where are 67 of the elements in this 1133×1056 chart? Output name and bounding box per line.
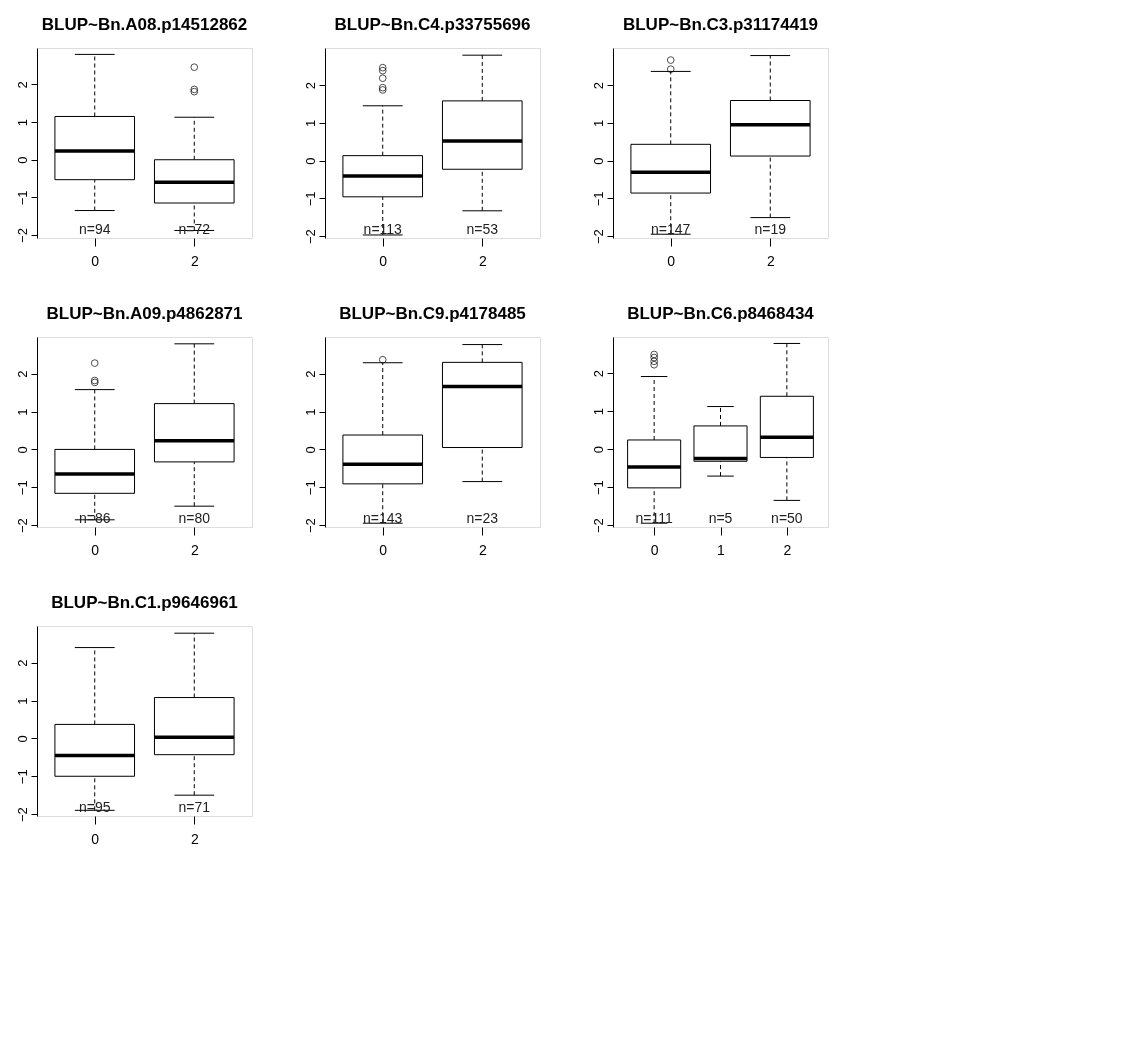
y-tick-label: 1 <box>590 407 606 416</box>
y-tick-label: 1 <box>302 119 318 127</box>
annotation: n=113 <box>363 221 403 237</box>
x-tick-label: 0 <box>91 252 100 269</box>
x-tick-label: 1 <box>717 541 726 558</box>
y-tick-label: 0 <box>302 446 318 454</box>
y-tick-label: −2 <box>302 518 318 534</box>
y-tick-label: 2 <box>14 659 30 667</box>
y-tick-label: −1 <box>590 480 606 496</box>
chart-title: BLUP~Bn.C1.p9646961 <box>51 593 238 612</box>
y-tick-label: 1 <box>302 408 318 416</box>
y-tick-label: 0 <box>14 156 30 164</box>
y-tick-label: −2 <box>590 229 606 245</box>
y-tick-label: 2 <box>590 369 606 378</box>
y-tick-label: 1 <box>14 119 30 127</box>
y-tick-label: 0 <box>302 157 318 165</box>
x-tick-label: 0 <box>379 252 388 269</box>
annotation: n=80 <box>178 510 211 526</box>
y-tick-label: −2 <box>14 518 30 534</box>
annotation: n=50 <box>771 510 803 526</box>
y-tick-label: −1 <box>14 480 30 496</box>
y-tick-label: 0 <box>590 445 606 454</box>
x-tick-label: 2 <box>766 252 775 269</box>
y-tick-label: 0 <box>14 446 30 454</box>
annotation: n=53 <box>466 221 499 237</box>
chart-title: BLUP~Bn.C3.p31174419 <box>622 15 819 34</box>
y-tick-label: 2 <box>14 81 30 89</box>
chart-title: BLUP~Bn.A08.p14512862 <box>41 15 248 34</box>
annotation: n=94 <box>78 221 111 237</box>
y-tick-label: 1 <box>590 119 606 127</box>
annotation: n=111 <box>635 510 673 526</box>
y-tick-label: −1 <box>14 769 30 785</box>
y-tick-label: −1 <box>302 480 318 496</box>
y-tick-label: 2 <box>302 81 318 90</box>
y-tick-label: 0 <box>590 157 606 165</box>
y-tick-label: 2 <box>14 370 30 378</box>
y-tick-label: −1 <box>302 191 318 207</box>
chart-title: BLUP~Bn.C6.p8468434 <box>627 304 815 323</box>
x-tick-label: 2 <box>783 541 792 558</box>
x-tick-label: 0 <box>667 252 676 269</box>
chart-title: BLUP~Bn.C4.p33755696 <box>334 15 531 34</box>
x-tick-label: 0 <box>379 541 388 558</box>
chart-title: BLUP~Bn.A09.p4862871 <box>46 304 243 323</box>
y-tick-label: −1 <box>590 191 606 207</box>
annotation: n=19 <box>754 221 787 237</box>
annotation: n=143 <box>363 510 403 526</box>
y-tick-label: −1 <box>14 190 30 206</box>
x-tick-label: 2 <box>478 541 487 558</box>
x-tick-label: 2 <box>478 252 487 269</box>
annotation: n=5 <box>708 510 733 526</box>
x-tick-label: 0 <box>650 541 659 558</box>
y-tick-label: 2 <box>302 370 318 378</box>
y-tick-label: 1 <box>14 697 30 705</box>
annotation: n=147 <box>651 221 691 237</box>
annotation: n=23 <box>466 510 499 526</box>
y-tick-label: −2 <box>14 228 30 243</box>
chart-title: BLUP~Bn.C9.p4178485 <box>339 304 526 323</box>
annotation: n=71 <box>178 799 211 815</box>
y-tick-label: −2 <box>590 518 606 534</box>
x-tick-label: 2 <box>190 541 199 558</box>
x-tick-label: 2 <box>190 252 199 269</box>
y-tick-label: −2 <box>302 229 318 245</box>
y-tick-label: 0 <box>14 735 30 743</box>
x-tick-label: 0 <box>91 541 100 558</box>
y-tick-label: 1 <box>14 408 30 416</box>
y-tick-label: 2 <box>590 81 606 90</box>
y-tick-label: −2 <box>14 807 30 823</box>
